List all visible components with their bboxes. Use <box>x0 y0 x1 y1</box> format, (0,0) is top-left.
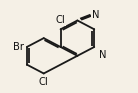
Text: Cl: Cl <box>56 15 65 25</box>
Text: N: N <box>92 10 99 20</box>
Text: Cl: Cl <box>39 77 49 87</box>
Text: N: N <box>99 50 106 60</box>
Text: Br: Br <box>13 42 24 52</box>
